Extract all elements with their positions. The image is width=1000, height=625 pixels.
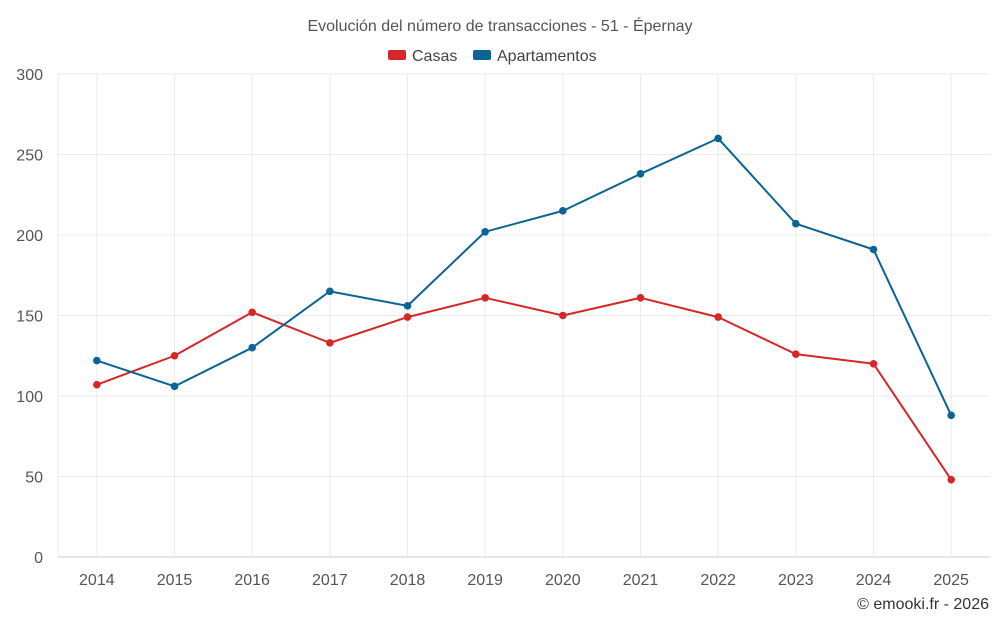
y-tick-label: 50 [25,470,43,487]
x-tick-label: 2024 [856,572,892,589]
data-point [326,339,334,347]
data-point [481,293,489,302]
y-tick-label: 200 [16,228,43,245]
x-tick-label: 2021 [623,572,659,589]
data-point [636,293,645,302]
credit-text: © emooki.fr - 2026 [857,596,989,613]
series-apartamentos [93,134,955,420]
y-tick-label: 100 [16,389,43,406]
series-line-casas [96,296,952,481]
data-point [403,313,412,321]
data-point [792,350,800,358]
y-tick-label: 150 [16,309,43,326]
x-tick-label: 2018 [390,572,426,589]
data-point [93,356,101,365]
data-point [248,343,256,352]
x-tick-label: 2016 [234,572,270,589]
data-point [947,475,955,484]
data-point [481,227,489,236]
data-point [326,287,334,296]
data-point [93,380,101,389]
y-axis: 0 50 100 150 200 250 300 [16,67,43,567]
series-line-apartamentos [96,137,953,416]
y-tick-label: 250 [16,148,43,165]
legend-label-apartamentos: Apartamentos [497,48,597,65]
data-point [869,360,878,368]
data-point [403,302,412,310]
data-point [636,170,645,178]
x-tick-label: 2015 [157,572,193,589]
data-point [869,245,878,254]
data-point [947,411,955,420]
series-casas [93,293,955,484]
legend-swatch-apartamentos [473,50,491,60]
x-tick-label: 2020 [545,572,581,589]
x-tick-label: 2025 [933,572,969,589]
data-point [714,313,722,321]
y-tick-label: 0 [34,550,43,567]
x-tick-label: 2023 [778,572,814,589]
chart-title: Evolución del número de transacciones - … [307,16,692,35]
data-point [792,219,800,228]
x-axis: 2014 2015 2016 2017 2018 2019 2020 2021 2022 2023… [79,572,969,589]
data-point [170,351,179,360]
series-group [93,134,955,484]
legend: Casas Apartamentos [388,48,597,65]
x-tick-label: 2019 [467,572,503,589]
x-tick-label: 2014 [79,572,115,589]
data-point [559,207,567,215]
data-point [170,382,179,391]
data-point [248,308,256,317]
data-point [559,311,567,320]
legend-label-casas: Casas [412,48,457,65]
legend-swatch-casas [388,50,406,60]
y-tick-label: 300 [16,67,43,84]
grid [57,73,990,558]
x-tick-label: 2017 [312,572,348,589]
x-tick-label: 2022 [700,572,736,589]
data-point [714,134,722,143]
